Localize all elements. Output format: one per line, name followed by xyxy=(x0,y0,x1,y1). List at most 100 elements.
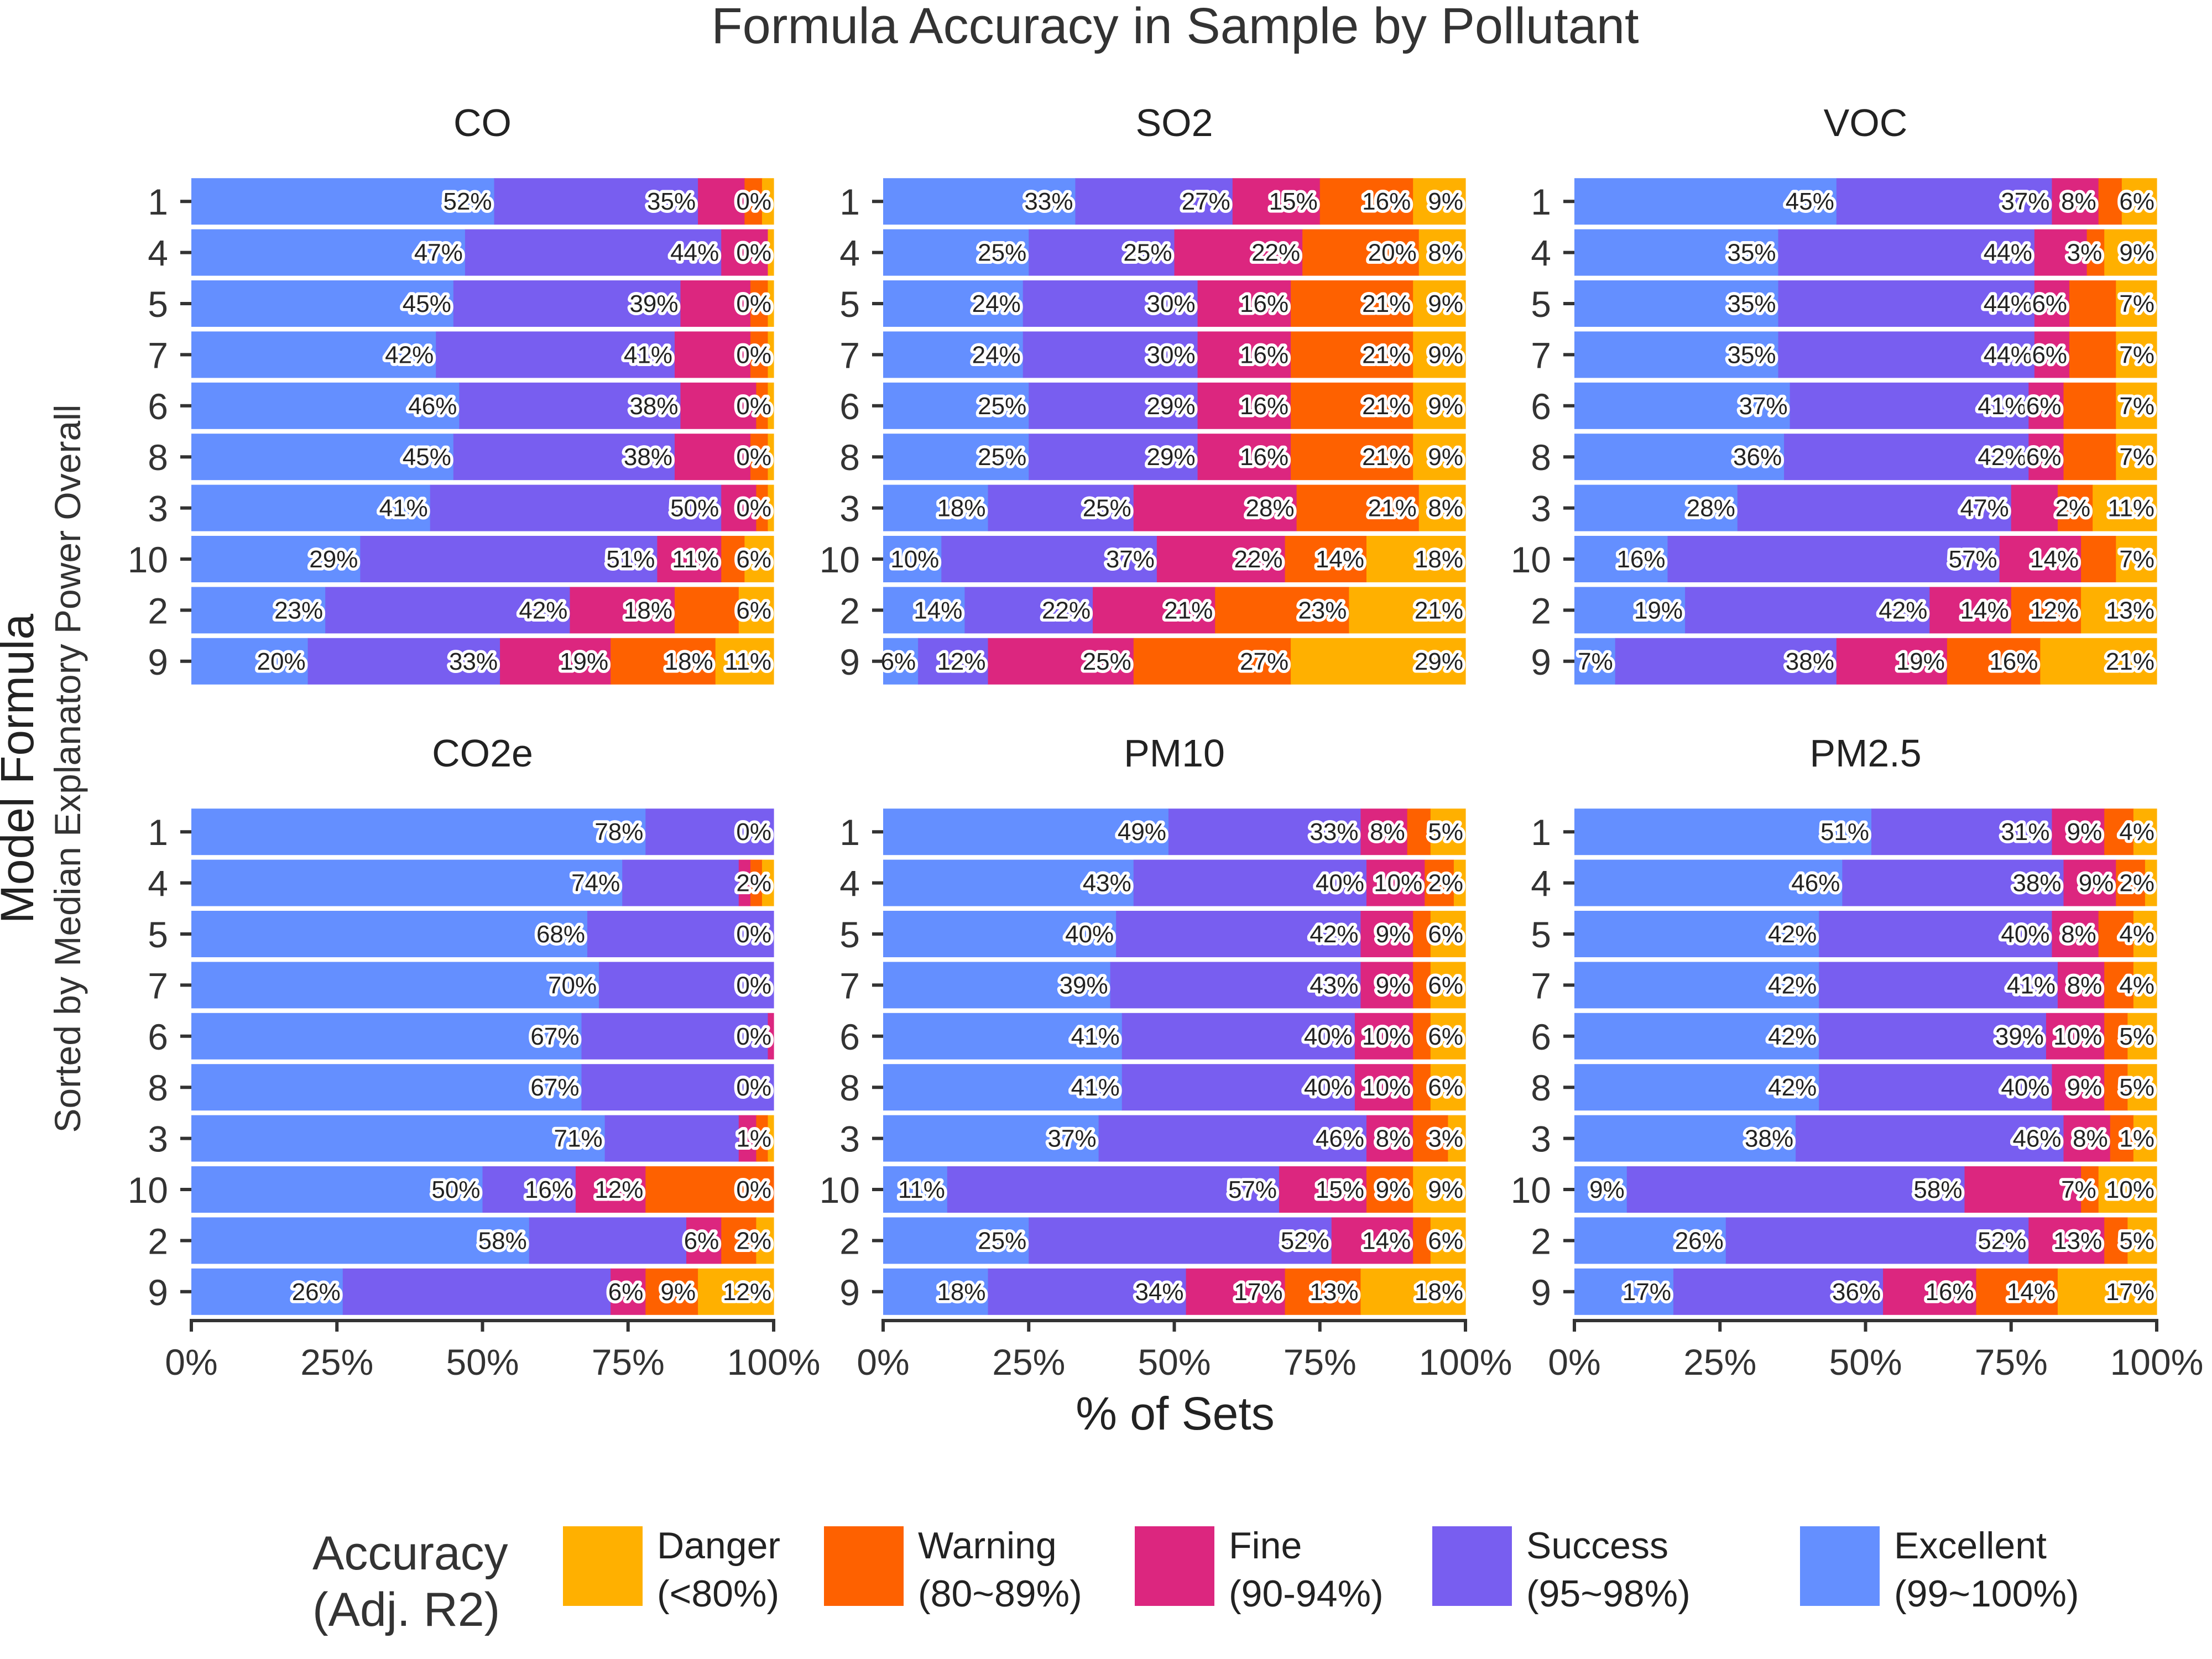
bar-segment-danger xyxy=(2127,1217,2157,1264)
data-label: 46% xyxy=(2012,1125,2061,1152)
data-label: 12% xyxy=(723,1279,771,1306)
bar-segment-warning xyxy=(2057,484,2093,531)
data-label: 0% xyxy=(736,188,771,215)
bar-segment-danger xyxy=(1413,1166,1466,1213)
data-label: 9% xyxy=(1589,1176,1625,1203)
legend-label: Excellent xyxy=(1894,1525,2047,1567)
bar-segment-success xyxy=(1667,536,2000,582)
data-label: 16% xyxy=(1240,444,1288,471)
data-label: 16% xyxy=(1925,1279,1974,1306)
data-label: 15% xyxy=(1269,188,1318,215)
bar-segment-excellent xyxy=(191,1166,483,1213)
data-label: 25% xyxy=(978,444,1026,471)
data-label: 43% xyxy=(1083,870,1131,897)
data-label: 57% xyxy=(1228,1176,1277,1203)
data-label: 21% xyxy=(2106,648,2154,675)
bar-segment-danger xyxy=(1418,484,1466,531)
data-label: 42% xyxy=(1310,921,1358,948)
y-tick-label: 9 xyxy=(839,641,860,682)
bar-segment-excellent xyxy=(1574,1166,1627,1213)
bar-segment-fine xyxy=(988,638,1134,685)
bar-segment-excellent xyxy=(191,382,460,429)
x-tick-label: 100% xyxy=(727,1342,821,1383)
data-label: 58% xyxy=(478,1227,527,1254)
data-label: 11% xyxy=(2107,495,2154,522)
y-axis-title: Model Formula xyxy=(0,614,43,924)
x-tick-label: 75% xyxy=(1975,1342,2048,1383)
bar-segment-success xyxy=(581,1013,769,1060)
bar-segment-fine xyxy=(2052,1064,2105,1111)
data-label: 8% xyxy=(2073,1125,2108,1152)
bar-segment-fine xyxy=(2011,484,2058,531)
data-label: 7% xyxy=(1578,648,1613,675)
data-label: 0% xyxy=(736,290,771,317)
bar-segment-danger xyxy=(768,1115,774,1162)
bar-segment-success xyxy=(1075,178,1233,225)
data-label: 35% xyxy=(1727,290,1776,317)
data-label: 4% xyxy=(2119,818,2154,846)
bar-segment-success xyxy=(1842,859,2064,906)
y-tick-label: 5 xyxy=(839,284,860,325)
bar-segment-success xyxy=(1022,331,1198,378)
bar-segment-warning xyxy=(1133,638,1291,685)
data-label: 27% xyxy=(1240,648,1288,675)
bar-segment-success xyxy=(1871,808,2053,855)
data-label: 14% xyxy=(914,597,962,624)
data-label: 47% xyxy=(1960,495,2009,522)
bar-segment-excellent xyxy=(1574,331,1779,378)
bar-segment-fine xyxy=(1836,638,1948,685)
legend-range: (99~100%) xyxy=(1894,1573,2079,1615)
bar-segment-excellent xyxy=(1574,1268,1674,1315)
data-label: 0% xyxy=(736,972,771,999)
bar-segment-excellent xyxy=(883,638,919,685)
x-tick-label: 25% xyxy=(1683,1342,1756,1383)
data-label: 6% xyxy=(2026,444,2062,471)
bar-segment-danger xyxy=(2121,178,2157,225)
data-label: 45% xyxy=(403,444,451,471)
data-label: 42% xyxy=(1768,1023,1817,1050)
bar-segment-warning xyxy=(645,1268,698,1315)
data-label: 16% xyxy=(1240,341,1288,368)
legend-swatch xyxy=(1800,1526,1880,1606)
bar-segment-danger xyxy=(2093,484,2157,531)
data-label: 14% xyxy=(2030,546,2079,573)
data-label: 4% xyxy=(2119,921,2154,948)
data-label: 0% xyxy=(736,1176,771,1203)
data-label: 29% xyxy=(1415,648,1463,675)
x-tick-label: 50% xyxy=(1138,1342,1211,1383)
facet-title: PM10 xyxy=(1124,732,1225,775)
data-label: 46% xyxy=(1791,870,1840,897)
bar-segment-success xyxy=(941,536,1157,582)
bar-segment-excellent xyxy=(191,808,646,855)
data-label: 25% xyxy=(1083,648,1131,675)
data-label: 74% xyxy=(571,870,620,897)
data-label: 0% xyxy=(736,495,771,522)
y-tick-label: 2 xyxy=(1531,1220,1551,1261)
data-label: 6% xyxy=(736,597,771,624)
bar-segment-success xyxy=(1685,587,1930,634)
data-label: 5% xyxy=(2119,1074,2154,1101)
data-label: 25% xyxy=(978,1227,1026,1254)
bar-segment-excellent xyxy=(191,1064,582,1111)
y-tick-label: 10 xyxy=(820,1170,860,1211)
bar-segment-danger xyxy=(2116,382,2157,429)
y-tick-label: 7 xyxy=(148,965,168,1006)
data-label: 35% xyxy=(1727,239,1776,267)
bar-segment-warning xyxy=(1425,859,1454,906)
y-tick-label: 4 xyxy=(148,233,168,274)
data-label: 13% xyxy=(2106,597,2154,624)
data-label: 20% xyxy=(257,648,306,675)
data-label: 6% xyxy=(684,1227,719,1254)
data-label: 9% xyxy=(1376,921,1411,948)
data-label: 36% xyxy=(1832,1279,1881,1306)
legend-range: (90-94%) xyxy=(1229,1573,1384,1615)
bar-segment-excellent xyxy=(191,536,361,582)
bar-segment-excellent xyxy=(883,1064,1123,1111)
data-label: 6% xyxy=(1428,921,1463,948)
legend-range: (<80%) xyxy=(657,1573,779,1615)
bar-segment-success xyxy=(325,587,571,634)
y-tick-label: 6 xyxy=(1531,1016,1551,1057)
bar-segment-excellent xyxy=(1574,911,1819,957)
data-label: 3% xyxy=(1428,1125,1463,1152)
data-label: 29% xyxy=(309,546,358,573)
